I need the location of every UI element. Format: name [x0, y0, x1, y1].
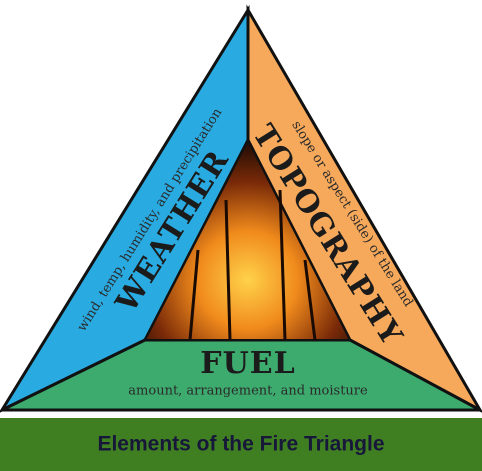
caption: Elements of the Fire Triangle [97, 433, 384, 456]
fuel-description: amount, arrangement, and moisture [128, 384, 368, 399]
fire-triangle: wind, temp, humidity, and precipitation … [0, 0, 482, 471]
fuel-title: FUEL [200, 346, 295, 381]
